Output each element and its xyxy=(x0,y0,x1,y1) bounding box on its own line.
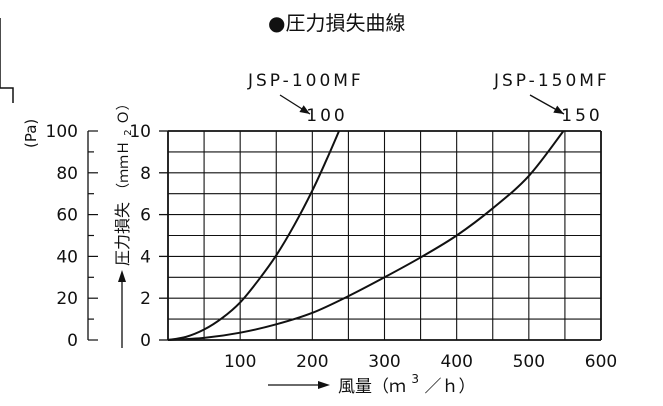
y-tick-label: 4 xyxy=(140,247,151,267)
left-frame-fragment xyxy=(0,18,14,103)
x-axis-tail: ／ｈ） xyxy=(424,377,475,397)
series-line-jsp-100mf xyxy=(167,130,340,341)
series-name-label: JSP-100MF xyxy=(247,71,364,91)
x-tick-label: 400 xyxy=(440,352,472,372)
pa-tick-label: 80 xyxy=(56,164,78,184)
y-tick-marks xyxy=(159,130,168,341)
x-axis-superscript: 3 xyxy=(411,372,419,386)
x-tick-label: 100 xyxy=(224,352,256,372)
x-tick-label: 200 xyxy=(296,352,328,372)
pa-tick-label: 40 xyxy=(56,247,78,267)
pa-scale xyxy=(87,130,98,341)
pa-tick-label: 0 xyxy=(67,331,78,351)
pa-tick-label: 60 xyxy=(56,206,78,226)
x-tick-label: 300 xyxy=(368,352,400,372)
chart-title: ●圧力損失曲線 xyxy=(268,11,405,35)
x-axis-arrowhead xyxy=(318,381,330,389)
series-end-label: 100 xyxy=(306,106,347,126)
series-arrowhead xyxy=(553,105,564,114)
pa-unit-label: (Pa) xyxy=(22,119,40,148)
y-tick-label: 2 xyxy=(140,289,151,309)
y-tick-label: 6 xyxy=(140,206,151,226)
y-tick-label: 10 xyxy=(129,122,151,142)
y-axis-kanji: 圧力損失 xyxy=(113,202,132,266)
x-axis-text: 風量（ｍ xyxy=(338,377,406,397)
pa-tick-label: 100 xyxy=(46,122,78,142)
y-axis-title: 圧力損失 （ｍｍＨ 2 Ｏ） xyxy=(113,96,135,348)
series-name-label: JSP-150MF xyxy=(493,71,610,91)
y-axis-unit-open: （ｍｍＨ xyxy=(116,141,132,197)
y-axis-subscript: 2 xyxy=(123,129,134,135)
pa-tick-label: 20 xyxy=(56,289,78,309)
svg-text:圧力損失 （ｍｍＨ 2: 圧力損失 （ｍｍＨ 2 Ｏ） xyxy=(113,96,135,266)
series-end-label: 150 xyxy=(561,106,602,126)
series-curves xyxy=(167,130,565,341)
svg-text:風量（ｍ 3 ／ｈ）: 風量（ｍ 3 ／ｈ） xyxy=(338,368,475,397)
series-line-jsp-150mf xyxy=(167,130,565,341)
x-axis-title: 風量（ｍ 3 ／ｈ） xyxy=(268,368,475,397)
x-tick-label: 600 xyxy=(585,352,617,372)
y-axis-arrowhead xyxy=(118,270,126,282)
chart-grid xyxy=(167,130,602,341)
y-axis-unit-close: Ｏ） xyxy=(116,96,132,124)
y-tick-label: 8 xyxy=(140,164,151,184)
x-tick-label: 500 xyxy=(513,352,545,372)
y-tick-label: 0 xyxy=(140,331,151,351)
series-annotations: JSP-100MF 100 JSP-150MF 150 xyxy=(247,71,610,126)
series-arrowhead xyxy=(299,105,310,114)
